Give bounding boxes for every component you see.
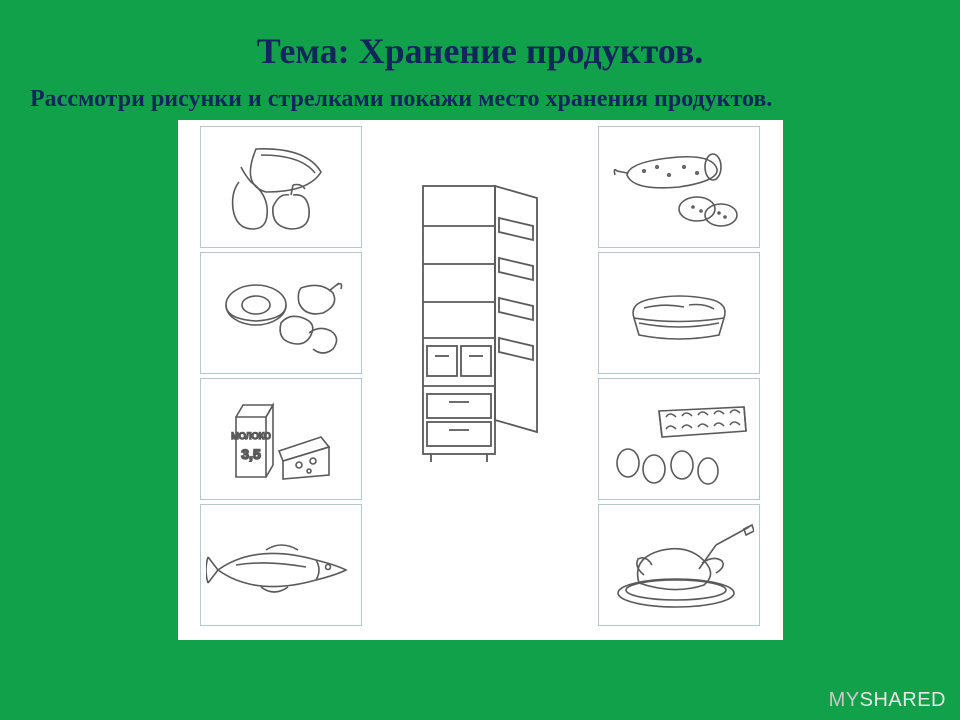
fruit-cell: [200, 126, 362, 248]
svg-text:3,5: 3,5: [241, 446, 261, 462]
watermark-part2: SHARED: [860, 689, 946, 711]
eggs-cell: [598, 378, 760, 500]
worksheet-area: МОЛОКО 3,5: [178, 120, 783, 640]
dairy-cell: МОЛОКО 3,5: [200, 378, 362, 500]
meat-cell: [200, 252, 362, 374]
fish-cell: [200, 504, 362, 626]
watermark-part1: MY: [829, 689, 860, 711]
bread-icon: [609, 263, 749, 363]
fruit-icon: [211, 137, 351, 237]
watermark: MYSHARED: [829, 689, 946, 712]
fridge-cell: [410, 168, 550, 478]
fish-icon: [206, 515, 356, 615]
dairy-icon: МОЛОКО 3,5: [211, 389, 351, 489]
instruction-text: Рассмотри рисунки и стрелками покажи мес…: [30, 84, 930, 114]
fridge-icon: [415, 178, 545, 468]
slide: Тема: Хранение продуктов. Рассмотри рису…: [0, 0, 960, 720]
bread-cell: [598, 252, 760, 374]
poultry-cell: [598, 504, 760, 626]
meat-icon: [211, 263, 351, 363]
sausage-icon: [609, 137, 749, 237]
poultry-icon: [604, 515, 754, 615]
svg-text:МОЛОКО: МОЛОКО: [231, 431, 270, 441]
eggs-icon: [604, 389, 754, 489]
sausage-cell: [598, 126, 760, 248]
slide-title: Тема: Хранение продуктов.: [30, 30, 930, 72]
